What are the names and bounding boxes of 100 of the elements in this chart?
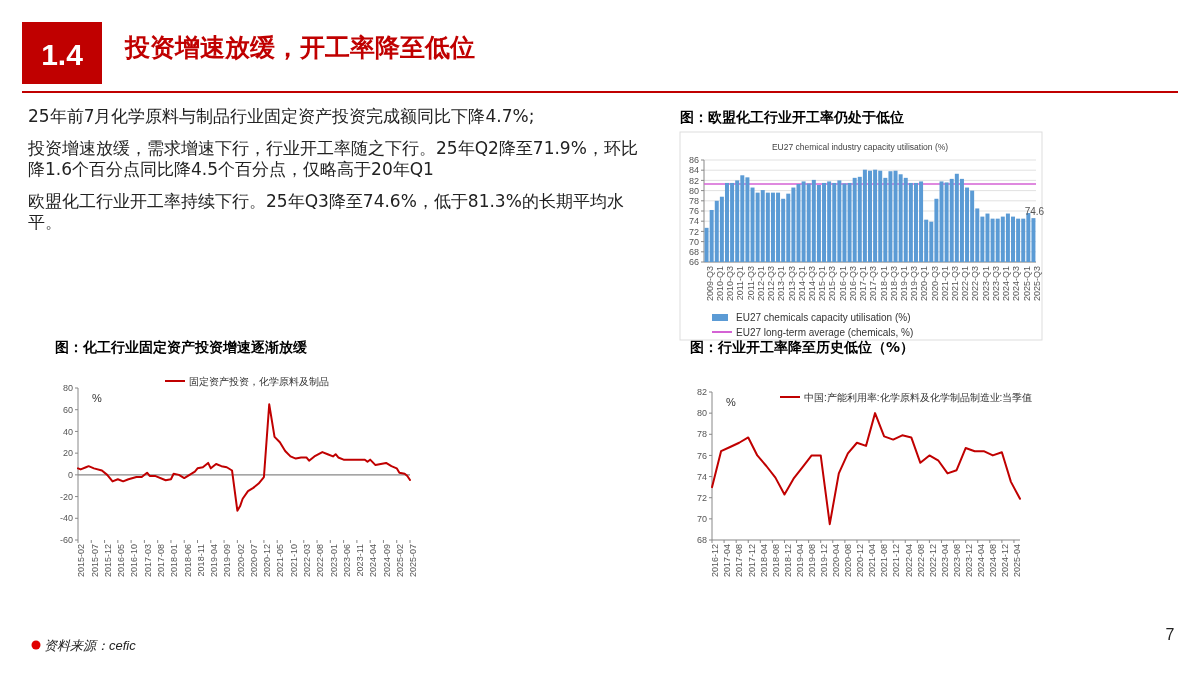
x-tick-label: 2023-08 <box>951 544 962 578</box>
x-tick-label: 2017-08 <box>155 544 166 578</box>
x-tick-label: 2010-Q1 <box>715 266 726 302</box>
text: 欧盟化工行业开工率持续下行。25年Q3降至74.6%，低于81.3%的长期平均水平。 <box>28 191 625 232</box>
y-tick-label: 76 <box>688 206 699 217</box>
y-tick-label: 72 <box>696 492 707 503</box>
x-tick-label: 2023-Q1 <box>980 266 991 302</box>
x-tick-label: 2024-04 <box>368 544 379 578</box>
x-tick-label: 2017-08 <box>734 544 745 578</box>
x-tick-label: 2019-12 <box>819 544 830 578</box>
y-tick-label: 74 <box>696 471 707 482</box>
x-tick-label: 2010-Q3 <box>725 266 736 302</box>
x-tick-label: 2020-12 <box>262 544 273 578</box>
y-tick-label: -40 <box>59 513 73 524</box>
line-series <box>77 403 411 512</box>
y-tick-label: 80 <box>688 185 699 196</box>
x-tick-label: 2013-Q3 <box>786 266 797 302</box>
x-tick-label: 2023-04 <box>939 544 950 578</box>
x-tick-label: 2015-12 <box>102 544 113 578</box>
line-series <box>711 412 1021 526</box>
x-tick-label: 2022-08 <box>315 544 326 578</box>
x-tick-label: 2024-Q3 <box>1011 266 1022 302</box>
chart-title: 图：欧盟化工行业开工率仍处于低位 <box>680 109 904 125</box>
y-tick-label: 80 <box>62 383 73 394</box>
x-tick-label: 2011-Q1 <box>735 266 746 301</box>
x-tick-label: 2012-Q1 <box>755 266 766 302</box>
x-tick-label: 2025-07 <box>408 544 419 578</box>
x-tick-label: 2015-Q3 <box>827 266 838 302</box>
text: 1.4 <box>41 38 84 71</box>
x-tick-label: 2024-08 <box>988 544 999 578</box>
x-tick-label: 2022-03 <box>302 544 313 578</box>
x-tick-label: 2015-07 <box>89 544 100 578</box>
x-tick-label: 2016-05 <box>116 544 127 578</box>
y-tick-label: 74 <box>688 216 699 227</box>
x-tick-label: 2018-12 <box>782 544 793 578</box>
x-tick-label: 2025-Q1 <box>1021 266 1032 302</box>
x-tick-label: 2021-Q3 <box>950 266 961 302</box>
y-tick-label: 0 <box>67 470 73 481</box>
x-tick-label: 2019-04 <box>794 544 805 578</box>
y-tick-label: 82 <box>688 175 699 186</box>
x-tick-label: 2025-Q3 <box>1031 266 1042 302</box>
text: 25年前7月化学原料与制品行业固定资产投资完成额同比下降4.7%; <box>28 106 536 127</box>
x-tick-label: 2018-06 <box>182 544 193 578</box>
x-tick-label: 2022-Q1 <box>960 266 971 302</box>
chart-title: 图：化工行业固定资产投资增速逐渐放缓 <box>55 339 308 355</box>
x-tick-label: 2024-12 <box>1000 544 1011 578</box>
y-tick-label: 80 <box>696 408 707 419</box>
x-tick-label: 2017-Q3 <box>868 266 879 302</box>
x-tick-label: 2022-04 <box>903 544 914 578</box>
x-tick-label: 2023-06 <box>341 544 352 578</box>
x-tick-label: 2016-10 <box>129 544 140 578</box>
chart-title: 图：行业开工率降至历史低位（%） <box>690 339 915 355</box>
x-tick-label: 2023-Q3 <box>990 266 1001 302</box>
x-tick-label: 2021-10 <box>288 544 299 578</box>
x-tick-label: 2023-12 <box>963 544 974 578</box>
x-tick-label: 2020-02 <box>235 544 246 578</box>
x-tick-label: 2017-04 <box>722 544 733 578</box>
x-tick-label: 2023-01 <box>328 544 339 578</box>
text: 7 <box>1165 626 1175 643</box>
x-tick-label: 2017-03 <box>142 544 153 578</box>
x-tick-label: 2016-12 <box>710 544 721 578</box>
x-tick-label: 2018-11 <box>195 544 206 577</box>
x-tick-label: 2023-11 <box>355 544 366 577</box>
x-tick-label: 2020-08 <box>843 544 854 578</box>
x-tick-label: 2017-Q1 <box>858 266 869 302</box>
x-tick-label: 2020-07 <box>248 544 259 578</box>
x-tick-label: 2021-12 <box>891 544 902 578</box>
x-tick-label: 2024-09 <box>381 544 392 578</box>
x-tick-label: 2019-08 <box>806 544 817 578</box>
x-tick-label: 2016-Q3 <box>847 266 858 302</box>
x-tick-label: 2018-08 <box>770 544 781 578</box>
y-tick-label: 72 <box>688 226 699 237</box>
y-tick-label: 68 <box>696 535 707 546</box>
x-tick-label: 2011-Q3 <box>745 266 756 301</box>
x-tick-label: 2013-Q1 <box>776 266 787 302</box>
x-tick-label: 2020-04 <box>831 544 842 578</box>
legend-label: 固定资产投资，化学原料及制品 <box>189 376 329 387</box>
x-tick-label: 2017-12 <box>746 544 757 578</box>
x-tick-label: 2015-Q1 <box>817 266 828 302</box>
x-tick-label: 2019-Q1 <box>898 266 909 302</box>
y-tick-label: 86 <box>688 155 699 166</box>
y-tick-label: 40 <box>62 426 73 437</box>
x-tick-label: 2022-12 <box>927 544 938 578</box>
x-tick-label: 2019-04 <box>209 544 220 578</box>
x-tick-label: 2025-04 <box>1012 544 1023 578</box>
chart-subtitle: EU27 chemical industry capacity utilisation (%) <box>771 142 949 152</box>
y-axis-title: % <box>726 396 736 408</box>
x-tick-label: 2012-Q3 <box>766 266 777 302</box>
x-tick-label: 2024-Q1 <box>1001 266 1012 302</box>
y-tick-label: 66 <box>688 257 699 268</box>
x-tick-label: 2022-08 <box>915 544 926 578</box>
x-tick-label: 2018-04 <box>758 544 769 578</box>
y-tick-label: 78 <box>688 195 699 206</box>
x-tick-label: 2009-Q3 <box>704 266 715 302</box>
x-tick-label: 2021-04 <box>867 544 878 578</box>
text: 投资增速放缓，需求增速下行，行业开工率随之下行。25年Q2降至71.9%，环比降1.6个百分点同比降4.5个百分点，仅略高于20年Q1 <box>28 138 639 180</box>
y-tick-label: 82 <box>696 387 707 398</box>
x-tick-label: 2025-02 <box>395 544 406 578</box>
x-tick-label: 2020-Q1 <box>919 266 930 302</box>
y-tick-label: 78 <box>696 429 707 440</box>
